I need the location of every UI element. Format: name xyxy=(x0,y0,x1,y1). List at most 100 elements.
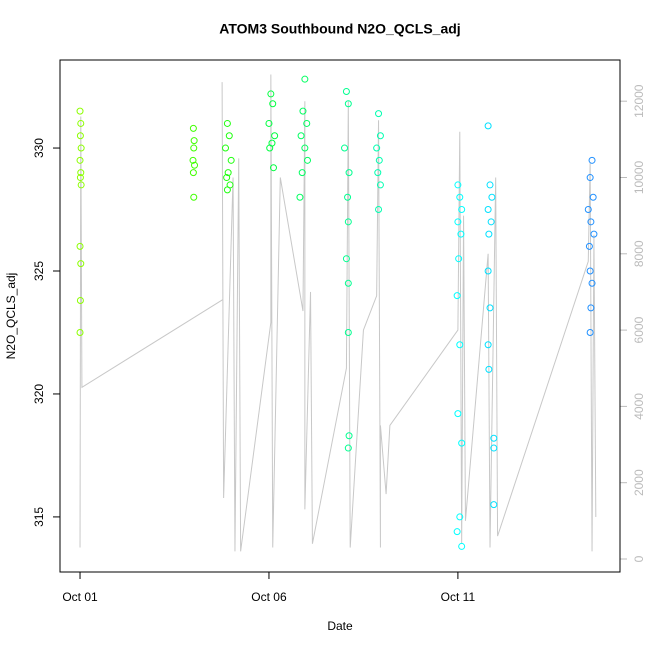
point xyxy=(76,328,84,336)
point xyxy=(77,260,85,268)
point xyxy=(227,156,235,164)
point xyxy=(454,410,462,418)
point xyxy=(488,193,496,201)
point xyxy=(190,193,198,201)
x-tick-label: Oct 01 xyxy=(62,590,98,604)
y2-tick-label: 2000 xyxy=(632,469,646,496)
point xyxy=(190,137,198,145)
point xyxy=(223,186,231,194)
point xyxy=(345,432,353,440)
y-tick-label: 315 xyxy=(32,507,46,527)
point xyxy=(484,122,492,130)
point xyxy=(266,144,274,152)
point xyxy=(225,132,233,140)
point xyxy=(303,119,311,127)
point xyxy=(297,132,305,140)
point xyxy=(76,132,84,140)
point xyxy=(222,144,230,152)
y-tick-label: 320 xyxy=(32,384,46,404)
point xyxy=(344,100,352,108)
point xyxy=(454,218,462,226)
x-axis-label: Date xyxy=(327,619,353,633)
point xyxy=(587,304,595,312)
point xyxy=(586,267,594,275)
y2-tick-label: 10000 xyxy=(632,160,646,194)
point xyxy=(344,328,352,336)
plot-frame xyxy=(59,59,621,573)
point xyxy=(587,218,595,226)
point xyxy=(77,169,85,177)
point xyxy=(76,156,84,164)
x-tick-label: Oct 06 xyxy=(251,590,287,604)
point xyxy=(344,444,352,452)
point xyxy=(76,242,84,250)
point xyxy=(484,206,492,214)
point xyxy=(269,100,277,108)
point xyxy=(76,107,84,115)
point xyxy=(342,87,350,95)
point xyxy=(267,90,275,98)
point xyxy=(487,218,495,226)
y2-tick-label: 4000 xyxy=(632,393,646,420)
point xyxy=(453,528,461,536)
y-tick-label: 330 xyxy=(32,138,46,158)
y-tick-label: 325 xyxy=(32,261,46,281)
x-tick-label: Oct 11 xyxy=(441,590,476,604)
point xyxy=(490,434,498,442)
point xyxy=(486,304,494,312)
chart-title: ATOM3 Southbound N2O_QCLS_adj xyxy=(219,21,460,37)
point xyxy=(373,144,381,152)
point xyxy=(454,181,462,189)
point xyxy=(191,161,199,169)
point xyxy=(453,292,461,300)
point xyxy=(344,218,352,226)
point xyxy=(458,542,466,550)
point xyxy=(189,124,197,132)
point xyxy=(375,206,383,214)
point xyxy=(590,230,598,238)
point xyxy=(344,193,352,201)
y2-tick-label: 6000 xyxy=(632,316,646,343)
point xyxy=(484,341,492,349)
point xyxy=(271,132,279,140)
point xyxy=(296,193,304,201)
point xyxy=(77,119,85,127)
point xyxy=(456,513,464,521)
point xyxy=(375,156,383,164)
y-axis-label: N2O_QCLS_adj xyxy=(4,273,18,360)
point xyxy=(458,439,466,447)
y2-tick-label: 12000 xyxy=(632,84,646,118)
point xyxy=(301,75,309,83)
point xyxy=(223,174,231,182)
point xyxy=(304,156,312,164)
y2-tick-label: 0 xyxy=(632,555,646,562)
point xyxy=(485,230,493,238)
point xyxy=(189,156,197,164)
point xyxy=(189,169,197,177)
point xyxy=(299,107,307,115)
point xyxy=(345,169,353,177)
point xyxy=(585,242,593,250)
point xyxy=(77,181,85,189)
point xyxy=(344,279,352,287)
y2-tick-label: 8000 xyxy=(632,240,646,267)
point xyxy=(490,501,498,509)
point xyxy=(589,193,597,201)
point xyxy=(224,169,232,177)
point xyxy=(586,174,594,182)
point xyxy=(584,206,592,214)
point xyxy=(301,144,309,152)
point xyxy=(458,206,466,214)
point xyxy=(269,164,277,172)
point xyxy=(76,174,84,182)
point xyxy=(223,119,231,127)
point xyxy=(77,144,85,152)
point xyxy=(588,279,596,287)
point xyxy=(342,255,350,263)
point xyxy=(588,156,596,164)
point xyxy=(456,193,464,201)
point xyxy=(490,444,498,452)
point xyxy=(341,144,349,152)
point xyxy=(375,110,383,118)
